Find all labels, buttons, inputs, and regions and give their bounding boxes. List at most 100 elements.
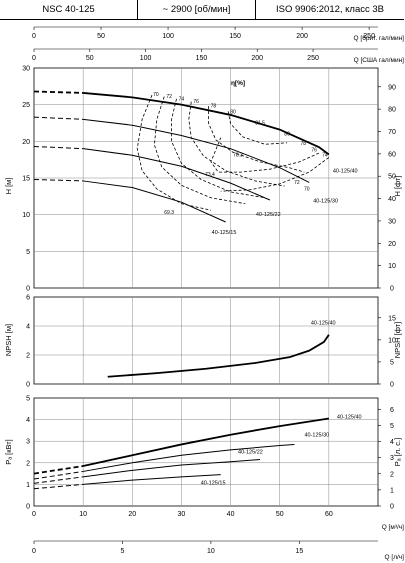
top-axis-1-tick-50: 50	[97, 33, 105, 40]
top-axis-1-tick-100: 100	[162, 33, 174, 40]
efficiency-contour	[188, 101, 285, 187]
bottom-axis-2-tick-0: 0	[32, 548, 36, 555]
efficiency-contours: 70 72 74 76 78 80 81.5 80 78 76 74 78.3 73.4 72 70 69.3	[136, 92, 330, 216]
top-axis-2-label: Q [США гал/мин]	[354, 57, 405, 64]
npsh-tick-labels: 0 2 4 6 0 5 10 15	[26, 295, 396, 389]
head-left-tick-30: 30	[22, 66, 30, 73]
npsh-curves: 40-125/40	[107, 321, 336, 378]
power-curve-dashed-40-125-30	[33, 470, 84, 480]
npsh-grid	[34, 297, 378, 384]
head-series-label-40-125-40: 40-125/40	[333, 169, 358, 175]
power-left-axis-label: Pₐ [кВт]	[4, 439, 13, 465]
efficiency-value-69-3: 69.3	[164, 210, 174, 216]
head-curve-40-125-30	[83, 118, 310, 183]
efficiency-value-70: 70	[304, 186, 310, 192]
efficiency-value-73-4: 73.4	[205, 172, 215, 178]
head-right-tick-50: 50	[388, 174, 396, 181]
power-tick-labels: 0 1 2 3 4 5 0 1 2 3 4 5 6	[26, 396, 394, 511]
head-curve-dashed-40-125-30	[33, 116, 84, 120]
head-right-tick-10: 10	[388, 263, 396, 270]
head-right-tick-20: 20	[388, 241, 396, 248]
head-left-tick-15: 15	[22, 176, 30, 183]
head-left-tick-25: 25	[22, 102, 30, 109]
bottom-axis-2-label: Q [л/ч]	[385, 554, 405, 561]
head-right-tick-40: 40	[388, 196, 396, 203]
top-axis-2-tick-50: 50	[86, 55, 94, 62]
npsh-right-tick-10: 10	[388, 337, 396, 344]
head-right-tick-30: 30	[388, 218, 396, 225]
npsh-left-tick-2: 2	[26, 353, 30, 360]
top-axis-2-tick-200: 200	[251, 55, 263, 62]
head-curve-40-125-15	[83, 180, 226, 223]
pump-model: NSC 40-125	[0, 0, 138, 19]
head-series-label-40-125-30: 40-125/30	[313, 198, 338, 204]
power-curve-dashed-40-125-40	[33, 465, 84, 475]
head-left-tick-20: 20	[22, 139, 30, 146]
bottom-axis-2-tick-15: 15	[295, 548, 303, 555]
power-curve-dashed-40-125-15	[33, 483, 84, 490]
npsh-plot-frame	[33, 296, 379, 385]
efficiency-value-70: 70	[153, 92, 159, 98]
power-right-tick-1: 1	[390, 487, 394, 494]
npsh-right-axis-label: NPSH [фт]	[393, 322, 402, 359]
power-curves: 40-125/40 40-125/30 40-125/22 40-125/15	[33, 415, 362, 490]
power-curve-40-125-30	[83, 443, 295, 472]
head-curves: 40-125/40 40-125/30 40-125/22 40-125/15	[33, 90, 358, 236]
power-curve-40-125-22	[83, 459, 261, 478]
power-series-label-40-125-40: 40-125/40	[337, 415, 362, 421]
top-axis-2-tick-100: 100	[140, 55, 152, 62]
top-axis-1-tick-150: 150	[229, 33, 241, 40]
power-series-label-40-125-30: 40-125/30	[304, 432, 329, 438]
head-tick-labels: 0 5 10 15 20 25 30 0 10 20 30 40 50 60 70 80 90	[22, 66, 396, 293]
head-left-tick-0: 0	[26, 286, 30, 293]
head-series-label-40-125-15: 40-125/15	[212, 230, 237, 236]
efficiency-contour	[171, 98, 266, 199]
top-axis-1-tick-200: 200	[296, 33, 308, 40]
top-axis-1-tick-250: 250	[363, 33, 375, 40]
efficiency-value-78: 78	[301, 141, 307, 147]
power-left-tick-2: 2	[26, 460, 30, 467]
efficiency-value-78-3: 78.3	[233, 153, 243, 159]
power-right-tick-5: 5	[390, 423, 394, 430]
head-right-tick-70: 70	[388, 129, 396, 136]
top-axis-2-tick-0: 0	[32, 55, 36, 62]
top-axis-2-tick-150: 150	[196, 55, 208, 62]
power-series-label-40-125-15: 40-125/15	[201, 481, 226, 487]
bottom-axis-2-tick-10: 10	[207, 548, 215, 555]
bottom-axis-1-tick-20: 20	[128, 511, 136, 518]
power-right-tick-3: 3	[390, 455, 394, 462]
efficiency-value-74: 74	[322, 153, 328, 159]
power-chart: 40-125/40 40-125/30 40-125/22 40-125/15 0 1 2…	[4, 396, 402, 511]
power-left-tick-3: 3	[26, 439, 30, 446]
efficiency-contour	[220, 157, 330, 192]
bottom-axis-1-tick-60: 60	[325, 511, 333, 518]
bottom-axis-1-tick-30: 30	[178, 511, 186, 518]
efficiency-contour	[136, 94, 212, 211]
top-axis-1-tick-0: 0	[32, 33, 36, 40]
power-curve-40-125-15	[83, 474, 221, 485]
power-left-tick-1: 1	[26, 482, 30, 489]
npsh-left-tick-6: 6	[26, 295, 30, 302]
power-left-tick-5: 5	[26, 396, 30, 403]
top-flow-axes: Q [брит. гал/мин] Q [США гал/мин] 0 50 100…	[32, 26, 405, 64]
efficiency-contour	[210, 137, 320, 173]
npsh-left-tick-0: 0	[26, 382, 30, 389]
head-curve-40-125-22	[83, 148, 271, 201]
npsh-curve-40-125-40	[107, 334, 330, 378]
efficiency-value-76: 76	[193, 99, 199, 105]
bottom-axis-1-tick-40: 40	[227, 511, 235, 518]
power-grid	[34, 398, 378, 506]
head-left-axis-label: H [м]	[4, 178, 13, 195]
head-right-tick-0: 0	[390, 286, 394, 293]
header-bar: NSC 40-125 ~ 2900 [об/мин] ISO 9906:2012…	[0, 0, 404, 20]
efficiency-label: η[%]	[231, 80, 245, 87]
power-curve-40-125-40	[82, 417, 329, 467]
power-curve-dashed-40-125-22	[33, 476, 84, 484]
bottom-axis-1-tick-10: 10	[79, 511, 87, 518]
efficiency-value-81-5: 81.5	[255, 120, 265, 126]
efficiency-value-80: 80	[284, 131, 290, 137]
top-tick-labels: 0 50 100 150 200 250 0 50 100 150 200 250	[32, 27, 375, 62]
bottom-axis-1-tick-0: 0	[32, 511, 36, 518]
efficiency-value-74: 74	[179, 96, 185, 102]
